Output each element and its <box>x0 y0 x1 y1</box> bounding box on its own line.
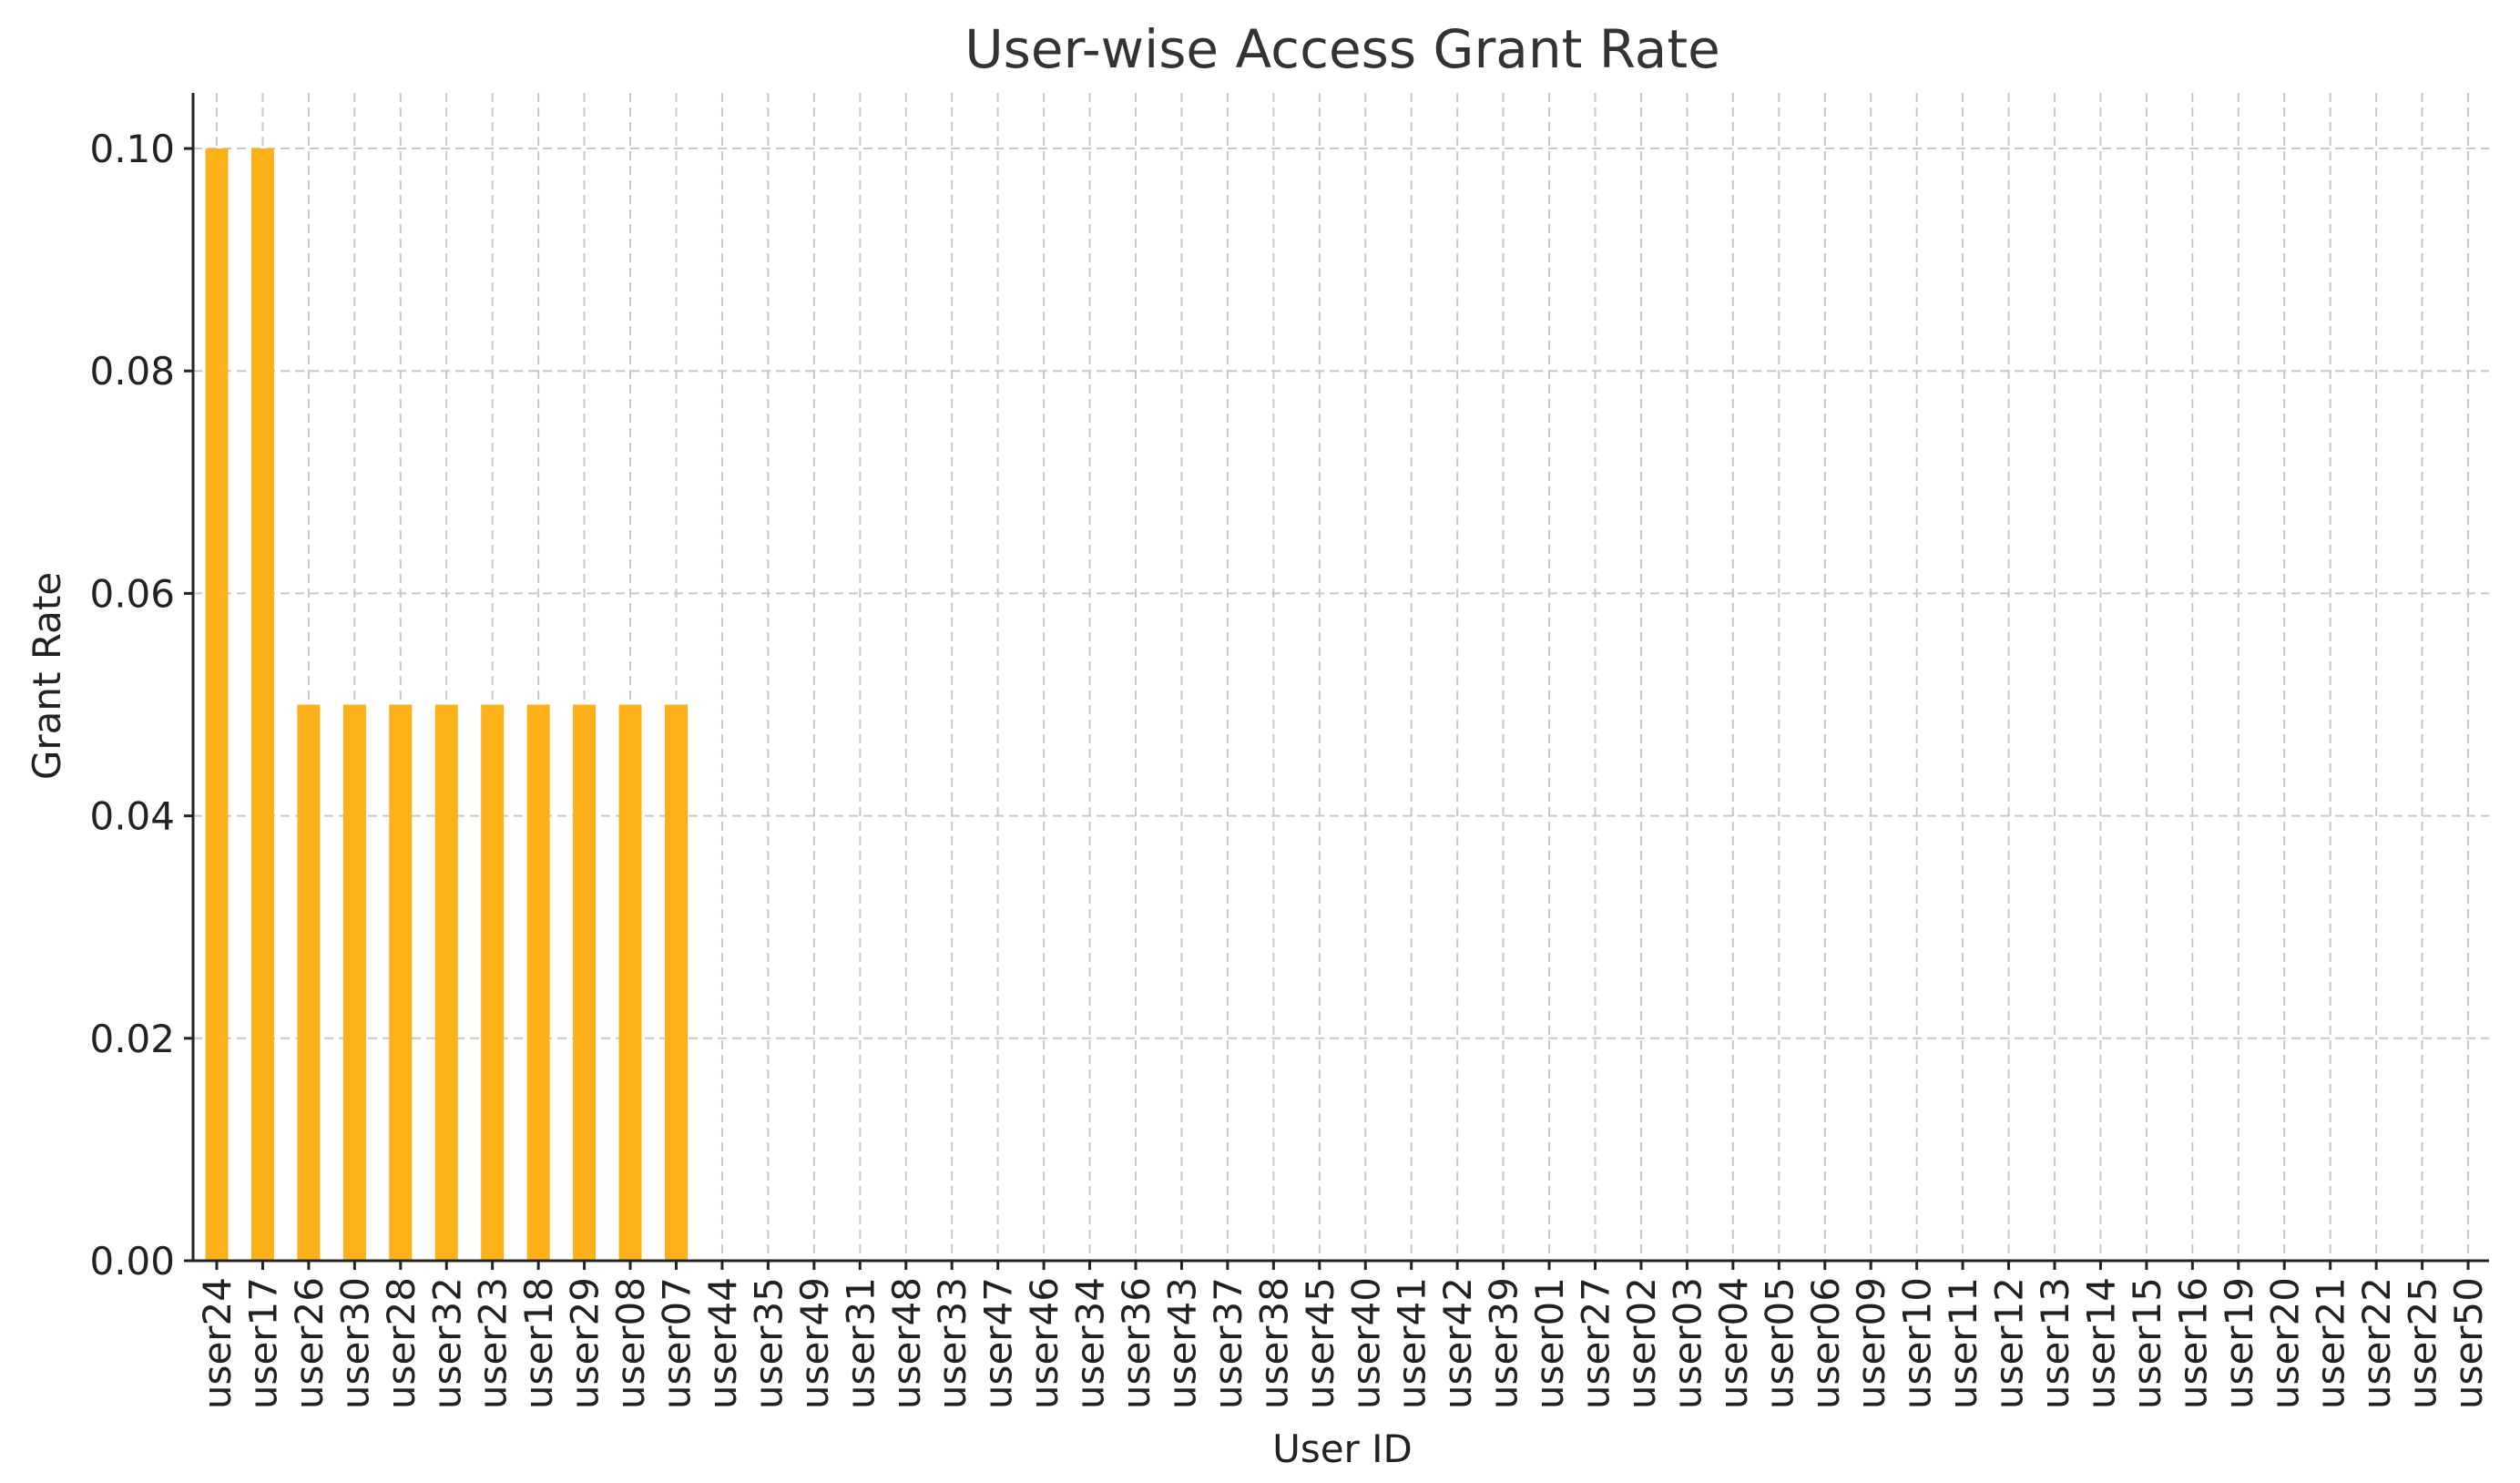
x-tick-label: user40 <box>1343 1277 1388 1409</box>
x-tick-label: user17 <box>240 1277 285 1409</box>
x-tick-label: user32 <box>424 1277 469 1409</box>
x-tick-label: user14 <box>2078 1277 2123 1409</box>
x-tick-label: user45 <box>1298 1277 1342 1409</box>
y-tick-label: 0.04 <box>89 794 175 839</box>
y-tick-label: 0.00 <box>89 1239 175 1284</box>
x-tick-label: user18 <box>516 1277 561 1409</box>
bar-user30 <box>342 704 366 1261</box>
x-tick-label: user03 <box>1665 1277 1709 1409</box>
x-tick-label: user47 <box>976 1277 1021 1409</box>
x-tick-label: user19 <box>2217 1277 2261 1409</box>
x-tick-label: user38 <box>1251 1277 1296 1409</box>
x-tick-label: user27 <box>1574 1277 1618 1409</box>
x-tick-label: user15 <box>2125 1277 2169 1409</box>
x-tick-label: user04 <box>1711 1277 1756 1409</box>
x-tick-label: user01 <box>1527 1277 1572 1409</box>
x-tick-label: user25 <box>2401 1277 2445 1409</box>
x-tick-label: user50 <box>2446 1277 2491 1409</box>
y-tick-label: 0.10 <box>89 127 175 171</box>
x-tick-label: user33 <box>930 1277 974 1409</box>
bar-user24 <box>205 148 229 1262</box>
x-tick-label: user24 <box>195 1277 240 1409</box>
x-axis-label: User ID <box>1272 1427 1413 1471</box>
x-tick-label: user13 <box>2033 1277 2077 1409</box>
bar-series <box>205 148 688 1262</box>
axes <box>184 93 2489 1270</box>
y-tick-label: 0.06 <box>89 571 175 616</box>
x-tick-label: user16 <box>2170 1277 2215 1409</box>
x-tick-label: user48 <box>884 1277 929 1409</box>
y-tick-label: 0.02 <box>89 1017 175 1061</box>
x-tick-label: user36 <box>1114 1277 1158 1409</box>
bar-user32 <box>434 704 458 1261</box>
x-tick-label: user39 <box>1482 1277 1526 1409</box>
x-tick-labels: user24 user17 user26 user30 user28 user32 user… <box>195 1277 2491 1409</box>
chart-title: User-wise Access Grant Rate <box>964 18 1720 80</box>
x-tick-label: user09 <box>1849 1277 1893 1409</box>
x-tick-label: user05 <box>1757 1277 1801 1409</box>
x-tick-label: user28 <box>379 1277 423 1409</box>
x-tick-label: user22 <box>2354 1277 2399 1409</box>
x-tick-label: user37 <box>1206 1277 1250 1409</box>
x-tick-label: user02 <box>1619 1277 1664 1409</box>
x-tick-label: user41 <box>1390 1277 1434 1409</box>
x-tick-label: user34 <box>1068 1277 1113 1409</box>
x-tick-label: user07 <box>655 1277 699 1409</box>
x-tick-label: user11 <box>1941 1277 1985 1409</box>
x-tick-label: user30 <box>332 1277 377 1409</box>
bar-user23 <box>481 704 505 1261</box>
bar-user17 <box>250 148 274 1262</box>
x-tick-label: user23 <box>471 1277 515 1409</box>
bar-user07 <box>665 704 688 1261</box>
x-tick-label: user35 <box>746 1277 791 1409</box>
bar-user26 <box>297 704 321 1261</box>
x-tick-label: user31 <box>838 1277 883 1409</box>
x-tick-label: user42 <box>1435 1277 1480 1409</box>
x-tick-label: user10 <box>1895 1277 1940 1409</box>
x-tick-label: user29 <box>563 1277 607 1409</box>
x-tick-label: user08 <box>608 1277 653 1409</box>
y-axis-label: Grant Rate <box>25 572 69 780</box>
y-tick-label: 0.08 <box>89 349 175 394</box>
x-tick-label: user06 <box>1803 1277 1848 1409</box>
x-tick-label: user20 <box>2262 1277 2307 1409</box>
x-tick-label: user21 <box>2309 1277 2353 1409</box>
x-tick-label: user12 <box>1987 1277 2032 1409</box>
grid-lines <box>193 93 2489 1262</box>
x-tick-label: user49 <box>792 1277 837 1409</box>
bar-user08 <box>618 704 642 1261</box>
x-tick-label: user46 <box>1022 1277 1066 1409</box>
x-tick-label: user26 <box>287 1277 332 1409</box>
y-tick-labels: 0.00 0.02 0.04 0.06 0.08 0.10 <box>89 127 175 1284</box>
x-tick-label: user44 <box>700 1277 745 1409</box>
bar-user18 <box>526 704 550 1261</box>
x-tick-label: user43 <box>1159 1277 1204 1409</box>
bar-user28 <box>389 704 413 1261</box>
bar-user29 <box>573 704 597 1261</box>
